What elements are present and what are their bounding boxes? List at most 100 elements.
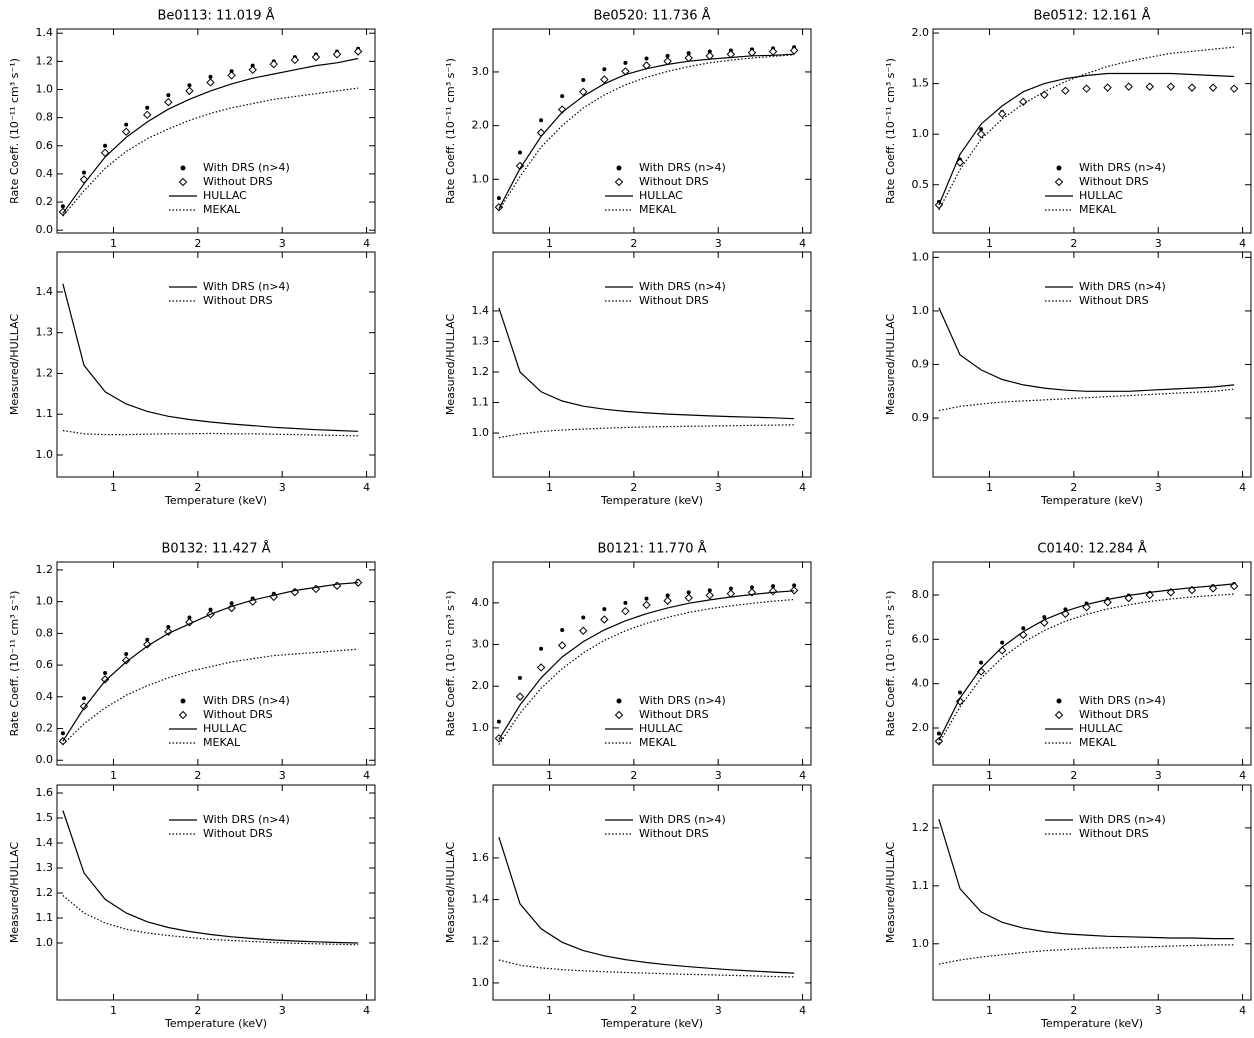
y-tick-label: 1.2 (472, 365, 490, 378)
x-tick-label: 1 (546, 1004, 553, 1017)
data-point (976, 129, 986, 139)
legend-swatch (614, 710, 624, 720)
legend-label: HULLAC (203, 189, 247, 202)
x-tick-label: 1 (546, 481, 553, 494)
x-tick-label: 3 (1155, 769, 1162, 782)
data-point (187, 83, 192, 88)
y-tick-label: 6.0 (912, 632, 930, 645)
x-tick-label: 2 (630, 769, 637, 782)
legend-label: Without DRS (639, 175, 709, 188)
data-point (684, 593, 693, 603)
legend-label: HULLAC (639, 722, 683, 735)
series-line (498, 54, 795, 211)
data-point (581, 78, 586, 82)
x-tick-label: 1 (546, 769, 553, 782)
series-line (938, 307, 1235, 392)
legend-swatch (1056, 698, 1062, 704)
data-point (934, 737, 944, 746)
data-point (557, 641, 567, 650)
data-point (644, 596, 649, 601)
data-point (579, 626, 588, 635)
data-point (332, 50, 342, 59)
x-tick-label: 4 (799, 237, 806, 250)
data-point (515, 692, 525, 701)
data-point (749, 585, 754, 590)
legend-swatch (1056, 165, 1062, 171)
data-point (539, 646, 544, 651)
y-axis-label: Measured/HULLAC (444, 314, 457, 416)
plot-frame (492, 251, 812, 478)
data-point (789, 586, 799, 595)
x-tick-label: 3 (715, 237, 722, 250)
chart-title: C0140: 12.284 Å (1037, 541, 1146, 557)
data-point (707, 588, 712, 593)
data-point (311, 52, 321, 62)
y-axis-label: Rate Coeff. (10⁻¹¹ cm³ s⁻¹) (884, 58, 897, 204)
x-tick-label: 2 (194, 769, 201, 782)
x-tick-label: 1 (986, 1004, 993, 1017)
legend-label: MEKAL (1079, 736, 1117, 749)
x-tick-label: 1 (110, 1004, 117, 1017)
data-point (581, 615, 586, 620)
data-point (227, 71, 236, 80)
y-tick-label: 1.0 (36, 448, 54, 461)
data-point (143, 640, 152, 649)
x-tick-label: 3 (1155, 481, 1162, 494)
legend-label: With DRS (n>4) (203, 813, 290, 826)
y-tick-label: 1.0 (36, 936, 54, 949)
series-line (498, 959, 795, 978)
x-tick-label: 2 (630, 237, 637, 250)
legend-label: With DRS (n>4) (203, 694, 290, 707)
x-tick-label: 4 (363, 481, 370, 494)
y-axis-label: Rate Coeff. (10⁻¹¹ cm³ s⁻¹) (444, 591, 457, 737)
data-point (229, 69, 234, 74)
series-line (62, 57, 359, 214)
legend-label: With DRS (n>4) (1079, 161, 1166, 174)
x-tick-label: 4 (1239, 237, 1246, 250)
data-point (642, 600, 651, 610)
y-tick-label: 1.3 (36, 326, 54, 339)
data-point (768, 47, 778, 56)
data-point (1187, 83, 1197, 92)
data-point (1019, 630, 1028, 640)
data-point (771, 584, 776, 589)
x-axis-label: Temperature (keV) (600, 1017, 703, 1030)
y-tick-label: 1.4 (472, 304, 490, 317)
series-line (62, 429, 359, 437)
data-point (726, 50, 736, 59)
data-point (1082, 84, 1091, 93)
legend-label: MEKAL (639, 203, 677, 216)
x-tick-label: 1 (546, 237, 553, 250)
data-point (229, 601, 234, 606)
y-tick-label: 1.2 (36, 366, 54, 379)
y-tick-label: 1.0 (36, 595, 54, 608)
legend-label: Without DRS (639, 827, 709, 840)
y-tick-label: 1.1 (36, 407, 54, 420)
chart-title: B0132: 11.427 Å (161, 541, 270, 557)
data-point (663, 596, 672, 605)
x-tick-label: 1 (110, 769, 117, 782)
data-point (686, 51, 691, 56)
y-tick-label: 1.4 (36, 26, 54, 39)
x-tick-label: 2 (194, 481, 201, 494)
data-point (1000, 640, 1005, 645)
y-tick-label: 0.0 (36, 753, 54, 766)
legend-label: With DRS (n>4) (1079, 694, 1166, 707)
data-point (1019, 97, 1028, 107)
y-axis-label: Rate Coeff. (10⁻¹¹ cm³ s⁻¹) (8, 58, 21, 204)
y-tick-label: 0.4 (36, 167, 54, 180)
legend-label: HULLAC (1079, 722, 1123, 735)
data-point (705, 591, 714, 600)
x-tick-label: 2 (1070, 481, 1077, 494)
data-point (164, 627, 173, 636)
data-point (1145, 82, 1154, 91)
y-tick-label: 1.1 (912, 879, 930, 892)
y-tick-label: 1.1 (472, 396, 490, 409)
y-tick-label: 1.0 (36, 82, 54, 95)
y-axis-label: Measured/HULLAC (884, 842, 897, 944)
data-point (124, 651, 129, 656)
data-point (1124, 82, 1133, 91)
y-tick-label: 1.2 (912, 821, 930, 834)
series-line (498, 836, 795, 974)
plot-frame (56, 28, 376, 234)
